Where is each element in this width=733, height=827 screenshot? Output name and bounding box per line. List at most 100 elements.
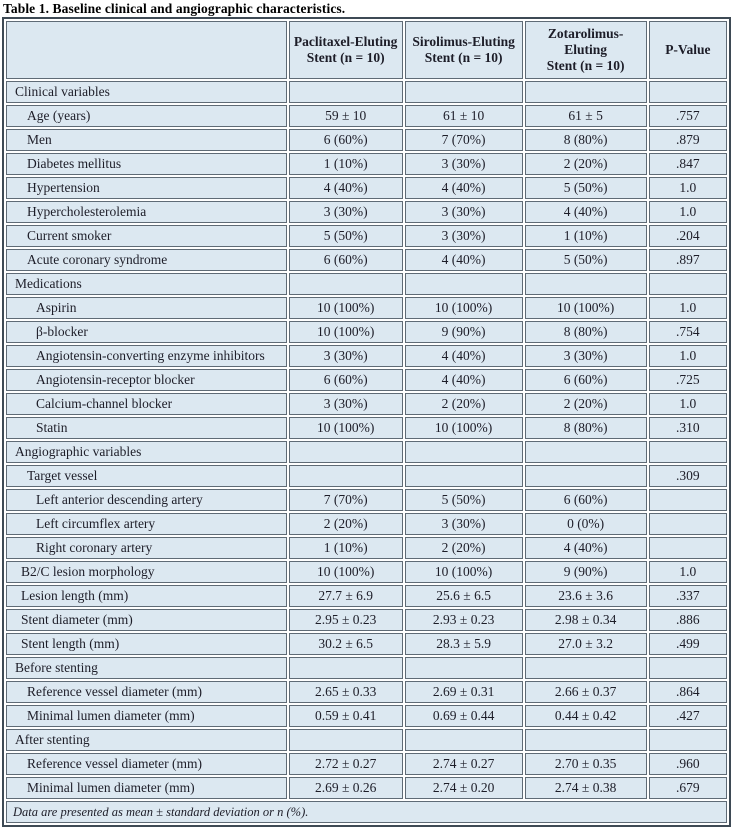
row-label: Left anterior descending artery <box>6 489 287 511</box>
value-cell: 59 ± 10 <box>288 105 403 127</box>
value-cell: 10 (100%) <box>288 297 403 319</box>
value-cell: 2 (20%) <box>524 153 647 175</box>
corner-cell <box>6 21 287 79</box>
table-row: Stent length (mm) 30.2 ± 6.5 28.3 ± 5.9 27.… <box>6 633 727 655</box>
value-cell: 1 (10%) <box>524 225 647 247</box>
row-label: Medications <box>6 273 287 295</box>
row-label: Aspirin <box>6 297 287 319</box>
value-cell: 4 (40%) <box>404 177 523 199</box>
pvalue-cell: 1.0 <box>648 297 727 319</box>
row-label: Left circumflex artery <box>6 513 287 535</box>
value-cell: 9 (90%) <box>524 561 647 583</box>
value-cell <box>524 465 647 487</box>
value-cell: 10 (100%) <box>288 417 403 439</box>
pvalue-cell: 1.0 <box>648 345 727 367</box>
table-row: Medications <box>6 273 727 295</box>
table-row: Hypertension 4 (40%) 4 (40%) 5 (50%) 1.0 <box>6 177 727 199</box>
value-cell: 61 ± 5 <box>524 105 647 127</box>
table-row: Minimal lumen diameter (mm) 2.69 ± 0.26 2.… <box>6 777 727 799</box>
value-cell: 2.72 ± 0.27 <box>288 753 403 775</box>
row-label: Minimal lumen diameter (mm) <box>6 777 287 799</box>
value-cell <box>404 81 523 103</box>
table-row: Aspirin 10 (100%) 10 (100%) 10 (100%) 1.0 <box>6 297 727 319</box>
pvalue-cell: .427 <box>648 705 727 727</box>
row-label: Reference vessel diameter (mm) <box>6 753 287 775</box>
pvalue-cell <box>648 513 727 535</box>
column-header: Zotarolimus-Eluting Stent (n = 10) <box>524 21 647 79</box>
value-cell: 2.69 ± 0.31 <box>404 681 523 703</box>
value-cell: 4 (40%) <box>404 345 523 367</box>
pvalue-cell: .754 <box>648 321 727 343</box>
table-frame: Paclitaxel-Eluting Stent (n = 10) Sirolimu… <box>2 17 731 827</box>
value-cell <box>288 657 403 679</box>
pvalue-cell: 1.0 <box>648 393 727 415</box>
value-cell <box>404 729 523 751</box>
value-cell: 5 (50%) <box>524 249 647 271</box>
row-label: Hypertension <box>6 177 287 199</box>
pvalue-cell: .897 <box>648 249 727 271</box>
table-row: Men 6 (60%) 7 (70%) 8 (80%) .879 <box>6 129 727 151</box>
value-cell <box>288 441 403 463</box>
value-cell: 3 (30%) <box>288 393 403 415</box>
value-cell <box>404 441 523 463</box>
pvalue-cell: 1.0 <box>648 201 727 223</box>
value-cell: 6 (60%) <box>288 249 403 271</box>
value-cell: 4 (40%) <box>404 369 523 391</box>
table-row: Left anterior descending artery 7 (70%) 5 … <box>6 489 727 511</box>
value-cell: 2.65 ± 0.33 <box>288 681 403 703</box>
value-cell: 27.7 ± 6.9 <box>288 585 403 607</box>
pvalue-cell <box>648 489 727 511</box>
value-cell <box>288 81 403 103</box>
table-row: Right coronary artery 1 (10%) 2 (20%) 4 (40… <box>6 537 727 559</box>
table-row: Reference vessel diameter (mm) 2.72 ± 0.2… <box>6 753 727 775</box>
row-label: Men <box>6 129 287 151</box>
table-row: Stent diameter (mm) 2.95 ± 0.23 2.93 ± 0.2… <box>6 609 727 631</box>
value-cell: 2.93 ± 0.23 <box>404 609 523 631</box>
table-row: Reference vessel diameter (mm) 2.65 ± 0.3… <box>6 681 727 703</box>
table-row: Acute coronary syndrome 6 (60%) 4 (40%) 5 (… <box>6 249 727 271</box>
value-cell: 10 (100%) <box>404 417 523 439</box>
table-row: Angiographic variables <box>6 441 727 463</box>
value-cell: 3 (30%) <box>404 153 523 175</box>
value-cell: 28.3 ± 5.9 <box>404 633 523 655</box>
value-cell: 6 (60%) <box>288 129 403 151</box>
pvalue-cell <box>648 729 727 751</box>
value-cell: 23.6 ± 3.6 <box>524 585 647 607</box>
value-cell <box>404 657 523 679</box>
table-row: β-blocker 10 (100%) 9 (90%) 8 (80%) .754 <box>6 321 727 343</box>
value-cell: 10 (100%) <box>288 561 403 583</box>
pvalue-cell: 1.0 <box>648 177 727 199</box>
row-label: Target vessel <box>6 465 287 487</box>
table-row: Before stenting <box>6 657 727 679</box>
value-cell <box>524 81 647 103</box>
column-header-line1: P-Value <box>665 42 711 57</box>
value-cell: 2 (20%) <box>404 393 523 415</box>
column-header: Paclitaxel-Eluting Stent (n = 10) <box>288 21 403 79</box>
table-row: Clinical variables <box>6 81 727 103</box>
value-cell <box>288 729 403 751</box>
column-header-line1: Paclitaxel-Eluting <box>293 34 398 49</box>
row-label: Calcium-channel blocker <box>6 393 287 415</box>
value-cell: 4 (40%) <box>288 177 403 199</box>
value-cell: 0.59 ± 0.41 <box>288 705 403 727</box>
pvalue-cell: .757 <box>648 105 727 127</box>
table-row: Diabetes mellitus 1 (10%) 3 (30%) 2 (20%) .8… <box>6 153 727 175</box>
value-cell: 0.69 ± 0.44 <box>404 705 523 727</box>
value-cell: 61 ± 10 <box>404 105 523 127</box>
row-label: Minimal lumen diameter (mm) <box>6 705 287 727</box>
value-cell <box>524 441 647 463</box>
value-cell: 4 (40%) <box>524 201 647 223</box>
value-cell: 2.95 ± 0.23 <box>288 609 403 631</box>
row-label: Diabetes mellitus <box>6 153 287 175</box>
row-label: Angiotensin-receptor blocker <box>6 369 287 391</box>
row-label: Clinical variables <box>6 81 287 103</box>
value-cell: 1 (10%) <box>288 153 403 175</box>
pvalue-cell: .204 <box>648 225 727 247</box>
footnote-row: Data are presented as mean ± standard de… <box>6 801 727 823</box>
pvalue-cell <box>648 537 727 559</box>
pvalue-cell: .310 <box>648 417 727 439</box>
value-cell: 7 (70%) <box>288 489 403 511</box>
value-cell: 9 (90%) <box>404 321 523 343</box>
header-row: Paclitaxel-Eluting Stent (n = 10) Sirolimu… <box>6 21 727 79</box>
